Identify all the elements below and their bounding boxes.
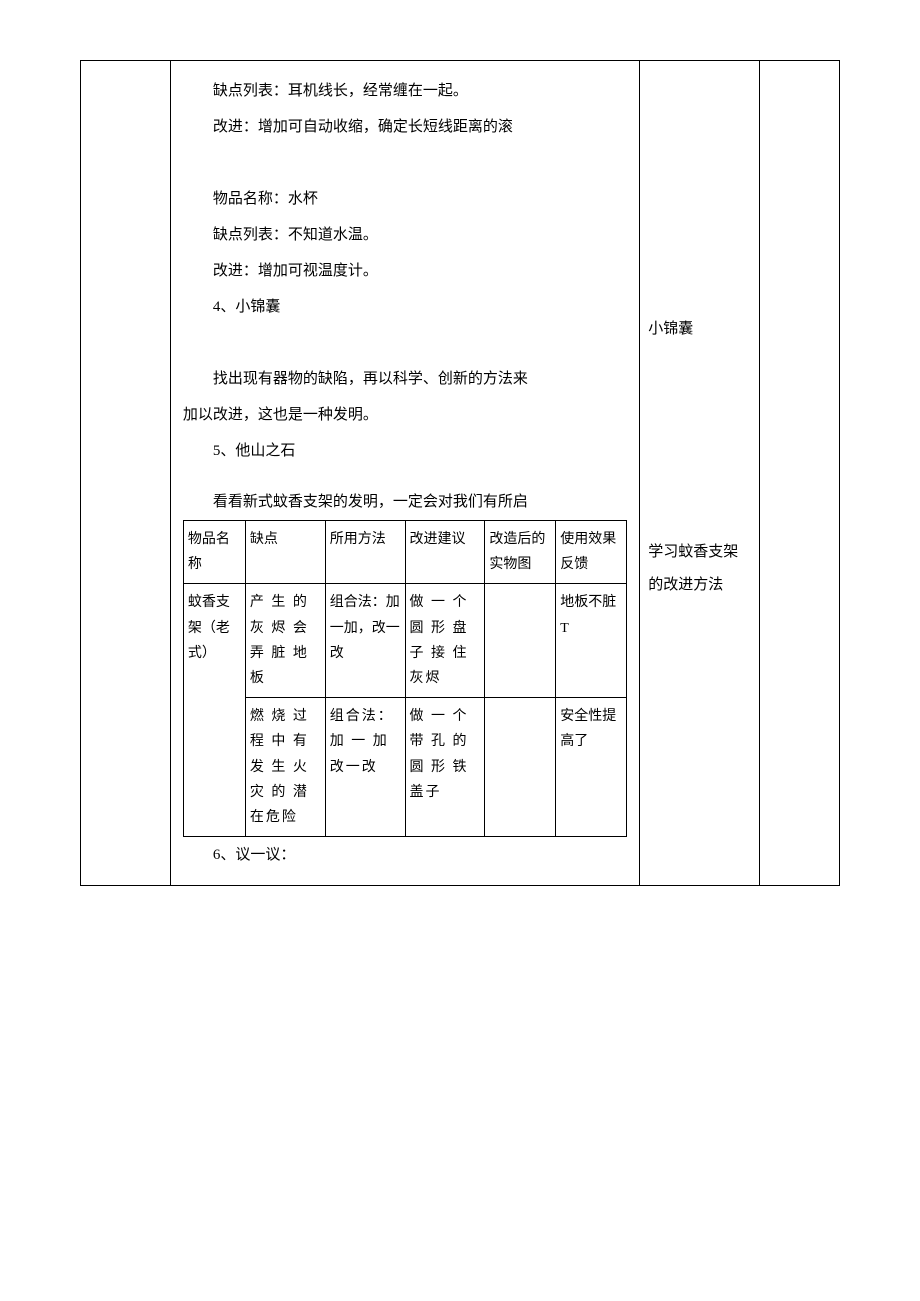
side-note-tip: 小锦囊 — [648, 313, 751, 346]
col-header-photo: 改造后的实物图 — [485, 521, 556, 584]
cell-method-1: 组合法：加一加，改一改 — [325, 584, 405, 698]
improve-earphone: 改进：增加可自动收缩，确定长短线距离的滚 — [183, 109, 627, 145]
left-margin-cell — [81, 61, 171, 886]
side-note-learn: 学习蚊香支架的改进方法 — [648, 536, 751, 602]
improve-cup: 改进：增加可视温度计。 — [183, 253, 627, 289]
cell-feedback-1: 地板不脏T — [556, 584, 627, 698]
cell-suggest-2: 做 一 个带 孔 的圆 形 铁盖子 — [405, 698, 485, 837]
cell-item-name: 蚊香支架（老式） — [183, 584, 245, 837]
cell-defect-1: 产 生 的灰 烬 会弄 脏 地板 — [245, 584, 325, 698]
cell-photo-1 — [485, 584, 556, 698]
defect-list-earphone: 缺点列表：耳机线长，经常缠在一起。 — [183, 73, 627, 109]
mosquito-stand-table: 物品名称 缺点 所用方法 改进建议 改造后的实物图 使用效果反馈 蚊香支架（老式… — [183, 520, 627, 837]
table-row: 蚊香支架（老式） 产 生 的灰 烬 会弄 脏 地板 组合法：加一加，改一改 做 … — [183, 584, 626, 698]
cell-suggest-1: 做 一 个圆 形 盘子 接 住灰烬 — [405, 584, 485, 698]
side-note-cell: 小锦囊 学习蚊香支架的改进方法 — [640, 61, 760, 886]
col-header-defect: 缺点 — [245, 521, 325, 584]
tip-line-2: 加以改进，这也是一种发明。 — [183, 397, 627, 433]
cell-defect-2: 燃 烧 过程 中 有发 生 火灾 的 潜在危险 — [245, 698, 325, 837]
table-row: 燃 烧 过程 中 有发 生 火灾 的 潜在危险 组合法：加 一 加改一改 做 一… — [183, 698, 626, 837]
right-margin-cell — [760, 61, 840, 886]
section-5-heading: 5、他山之石 — [183, 433, 627, 469]
cell-photo-2 — [485, 698, 556, 837]
defect-list-cup: 缺点列表：不知道水温。 — [183, 217, 627, 253]
outer-layout-table: 缺点列表：耳机线长，经常缠在一起。 改进：增加可自动收缩，确定长短线距离的滚 物… — [80, 60, 840, 886]
col-header-suggestion: 改进建议 — [405, 521, 485, 584]
section-6-heading: 6、议一议： — [183, 837, 627, 873]
intro-line: 看看新式蚊香支架的发明，一定会对我们有所启 — [183, 484, 627, 520]
col-header-item-name: 物品名称 — [183, 521, 245, 584]
cell-method-2: 组合法：加 一 加改一改 — [325, 698, 405, 837]
item-name-cup: 物品名称：水杯 — [183, 181, 627, 217]
tip-line-1: 找出现有器物的缺陷，再以科学、创新的方法来 — [183, 361, 627, 397]
section-4-heading: 4、小锦囊 — [183, 289, 627, 325]
cell-feedback-2: 安全性提高了 — [556, 698, 627, 837]
main-content-cell: 缺点列表：耳机线长，经常缠在一起。 改进：增加可自动收缩，确定长短线距离的滚 物… — [170, 61, 639, 886]
col-header-method: 所用方法 — [325, 521, 405, 584]
col-header-feedback: 使用效果反馈 — [556, 521, 627, 584]
